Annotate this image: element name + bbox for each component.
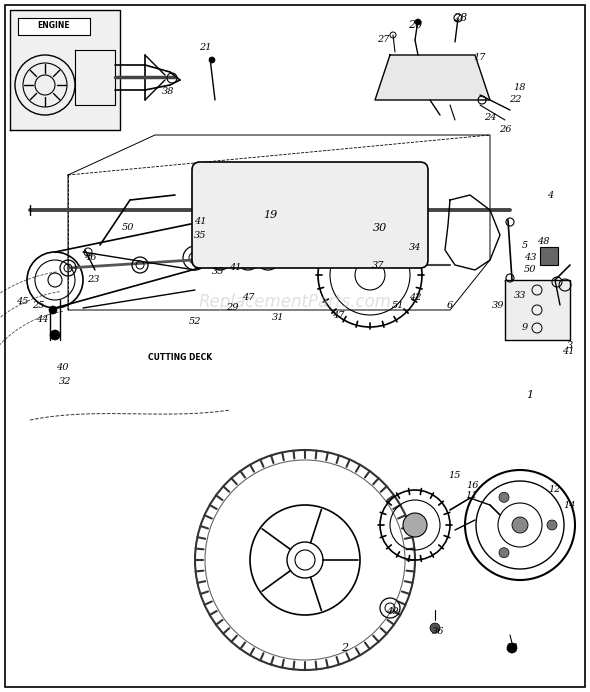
Text: 27: 27 [377, 35, 389, 44]
Text: 39: 39 [491, 300, 504, 309]
Text: 36: 36 [432, 628, 444, 637]
Text: 25: 25 [32, 300, 44, 309]
Text: 16: 16 [467, 480, 479, 489]
Circle shape [507, 643, 517, 653]
Circle shape [512, 517, 528, 533]
Text: 1: 1 [526, 390, 533, 400]
Text: 20: 20 [408, 20, 422, 30]
Circle shape [415, 19, 421, 25]
Text: 2: 2 [342, 643, 349, 653]
Text: 24: 24 [484, 113, 496, 122]
Text: 33: 33 [514, 291, 526, 300]
Text: 30: 30 [373, 223, 387, 233]
Text: 31: 31 [272, 313, 284, 322]
Text: 50: 50 [524, 266, 536, 275]
Text: 50: 50 [122, 224, 135, 233]
Text: 29: 29 [226, 304, 238, 313]
Circle shape [50, 330, 60, 340]
Text: 51: 51 [392, 300, 404, 309]
Text: 34: 34 [409, 244, 421, 253]
Circle shape [403, 513, 427, 537]
Text: 40: 40 [55, 363, 68, 372]
Text: 15: 15 [449, 471, 461, 480]
Polygon shape [18, 18, 90, 35]
Circle shape [430, 623, 440, 633]
Polygon shape [10, 10, 120, 130]
Text: 45: 45 [16, 298, 28, 307]
Text: 47: 47 [332, 311, 344, 320]
Text: 23: 23 [87, 275, 99, 284]
Text: 13: 13 [506, 644, 518, 653]
Text: 47: 47 [242, 293, 254, 302]
Text: 32: 32 [59, 378, 71, 387]
Text: 9: 9 [522, 323, 528, 332]
Text: 18: 18 [514, 84, 526, 93]
Text: 38: 38 [162, 87, 174, 96]
Text: 48: 48 [537, 237, 549, 246]
Text: 14: 14 [564, 500, 576, 509]
Circle shape [547, 520, 557, 530]
Text: 17: 17 [474, 53, 486, 62]
Circle shape [49, 306, 57, 314]
Text: 43: 43 [524, 253, 536, 262]
Text: CUTTING DECK: CUTTING DECK [148, 354, 212, 363]
Text: 5: 5 [522, 241, 528, 250]
Text: 42: 42 [409, 293, 421, 302]
Polygon shape [375, 55, 490, 100]
Text: 3: 3 [567, 341, 573, 351]
Text: 37: 37 [372, 260, 384, 269]
Text: 26: 26 [499, 125, 512, 134]
Text: 4: 4 [547, 190, 553, 199]
Text: 41: 41 [229, 264, 241, 273]
Text: 41: 41 [194, 217, 206, 226]
Text: 11: 11 [466, 491, 478, 500]
Text: 49: 49 [386, 608, 398, 617]
Circle shape [209, 57, 215, 63]
Text: ReplacementParts.com: ReplacementParts.com [198, 293, 392, 311]
Text: 28: 28 [453, 13, 467, 23]
Text: 35: 35 [212, 268, 224, 277]
Circle shape [499, 547, 509, 558]
Text: 52: 52 [189, 318, 201, 327]
Text: 41: 41 [562, 347, 574, 356]
Text: 46: 46 [84, 253, 96, 262]
Circle shape [499, 492, 509, 502]
Text: 21: 21 [199, 44, 211, 53]
Polygon shape [505, 280, 570, 340]
Text: 12: 12 [549, 486, 561, 495]
Text: 44: 44 [36, 316, 48, 325]
FancyBboxPatch shape [192, 162, 428, 268]
Text: 22: 22 [509, 95, 521, 104]
Text: 35: 35 [194, 230, 206, 239]
Bar [540, 247, 558, 265]
Text: 19: 19 [263, 210, 277, 220]
Text: 6: 6 [447, 300, 453, 309]
Text: ENGINE: ENGINE [38, 21, 70, 30]
